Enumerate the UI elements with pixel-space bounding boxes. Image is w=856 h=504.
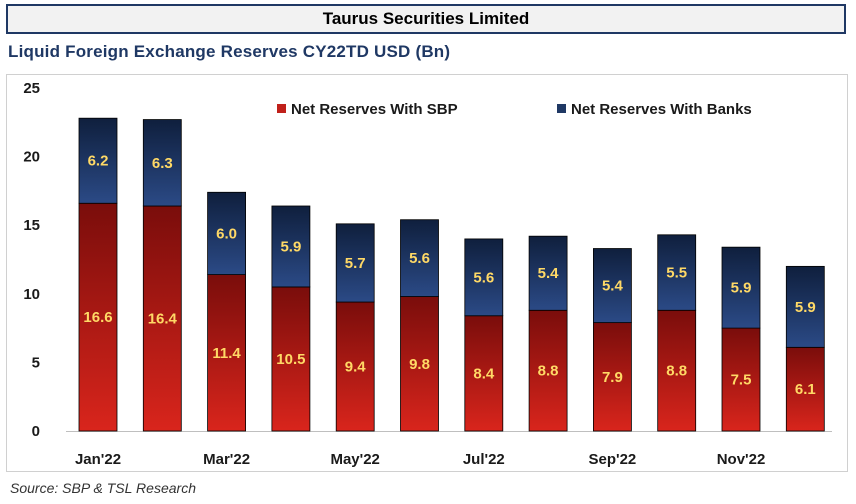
data-label-sbp: 8.8 — [666, 363, 687, 380]
x-tick-label: Mar'22 — [203, 451, 250, 468]
y-axis: 0 5 10 15 20 25 — [23, 80, 40, 440]
data-label-banks: 5.9 — [731, 280, 752, 297]
data-label-banks: 6.3 — [152, 155, 173, 172]
legend: Net Reserves With SBP Net Reserves With B… — [277, 101, 752, 118]
data-label-banks: 5.9 — [280, 238, 301, 255]
x-tick-label: Jul'22 — [463, 451, 505, 468]
y-tick-label: 25 — [23, 80, 40, 97]
legend-swatch-banks — [557, 104, 566, 113]
data-label-banks: 5.6 — [473, 269, 494, 286]
plot-frame — [6, 74, 848, 472]
data-label-sbp: 9.8 — [409, 356, 430, 373]
data-label-sbp: 10.5 — [276, 351, 305, 368]
header-title: Taurus Securities Limited — [6, 4, 846, 34]
bar-sbp — [271, 286, 311, 432]
data-label-sbp: 8.8 — [538, 363, 559, 380]
legend-swatch-sbp — [277, 104, 286, 113]
x-axis: Jan'22 Mar'22 May'22 Jul'22 Sep'22 Nov'22 — [66, 431, 832, 468]
data-label-sbp: 6.1 — [795, 381, 816, 398]
y-tick-label: 10 — [23, 286, 40, 303]
y-tick-label: 20 — [23, 149, 40, 166]
bar-sbp — [400, 296, 439, 432]
source-note: Source: SBP & TSL Research — [10, 480, 196, 496]
x-tick-label: Nov'22 — [717, 451, 766, 468]
data-label-sbp: 8.4 — [473, 365, 495, 382]
bar-banks — [400, 219, 439, 297]
bar-banks — [528, 235, 568, 311]
bar-banks — [464, 238, 504, 317]
y-tick-label: 15 — [23, 217, 40, 234]
y-tick-label: 5 — [32, 354, 40, 371]
data-label-banks: 5.5 — [666, 265, 687, 282]
bar-labels-group: 16.6 6.2 16.4 6.3 11.4 6.0 10.5 5.9 9.4 5.7 9.8 5.6… — [83, 153, 815, 398]
data-label-banks: 5.9 — [795, 299, 816, 316]
bar-banks — [271, 205, 311, 288]
data-label-sbp: 16.6 — [83, 309, 112, 326]
bars-group — [78, 117, 825, 432]
y-tick-label: 0 — [32, 423, 40, 440]
bar-sbp — [464, 315, 504, 432]
data-label-sbp: 7.5 — [731, 372, 752, 389]
legend-label-sbp: Net Reserves With SBP — [291, 101, 458, 118]
bar-sbp — [785, 346, 825, 432]
data-label-sbp: 9.4 — [345, 359, 367, 376]
data-label-sbp: 7.9 — [602, 369, 623, 386]
data-label-sbp: 16.4 — [148, 310, 178, 327]
chart-title: Liquid Foreign Exchange Reserves CY22TD … — [8, 42, 451, 61]
data-label-banks: 6.2 — [88, 153, 109, 170]
bar-sbp — [335, 301, 375, 432]
bar-banks — [78, 117, 118, 204]
bar-banks — [335, 223, 375, 303]
bar-sbp — [142, 205, 182, 432]
x-tick-label: Jan'22 — [75, 451, 121, 468]
bar-banks — [721, 246, 761, 329]
x-tick-label: Sep'22 — [589, 451, 637, 468]
data-label-banks: 5.4 — [602, 278, 624, 295]
data-label-banks: 5.6 — [409, 250, 430, 267]
x-tick-label: May'22 — [330, 451, 379, 468]
legend-label-banks: Net Reserves With Banks — [571, 101, 752, 118]
data-label-sbp: 11.4 — [212, 345, 241, 362]
data-label-banks: 5.4 — [538, 265, 560, 282]
bar-sbp — [207, 274, 247, 432]
data-label-banks: 5.7 — [345, 255, 366, 272]
bar-banks — [593, 248, 632, 324]
bar-banks — [657, 234, 697, 311]
bar-sbp — [593, 322, 632, 432]
bar-banks — [207, 191, 247, 275]
data-label-banks: 6.0 — [216, 225, 237, 242]
bar-banks — [785, 265, 825, 348]
bar-banks — [142, 119, 182, 207]
